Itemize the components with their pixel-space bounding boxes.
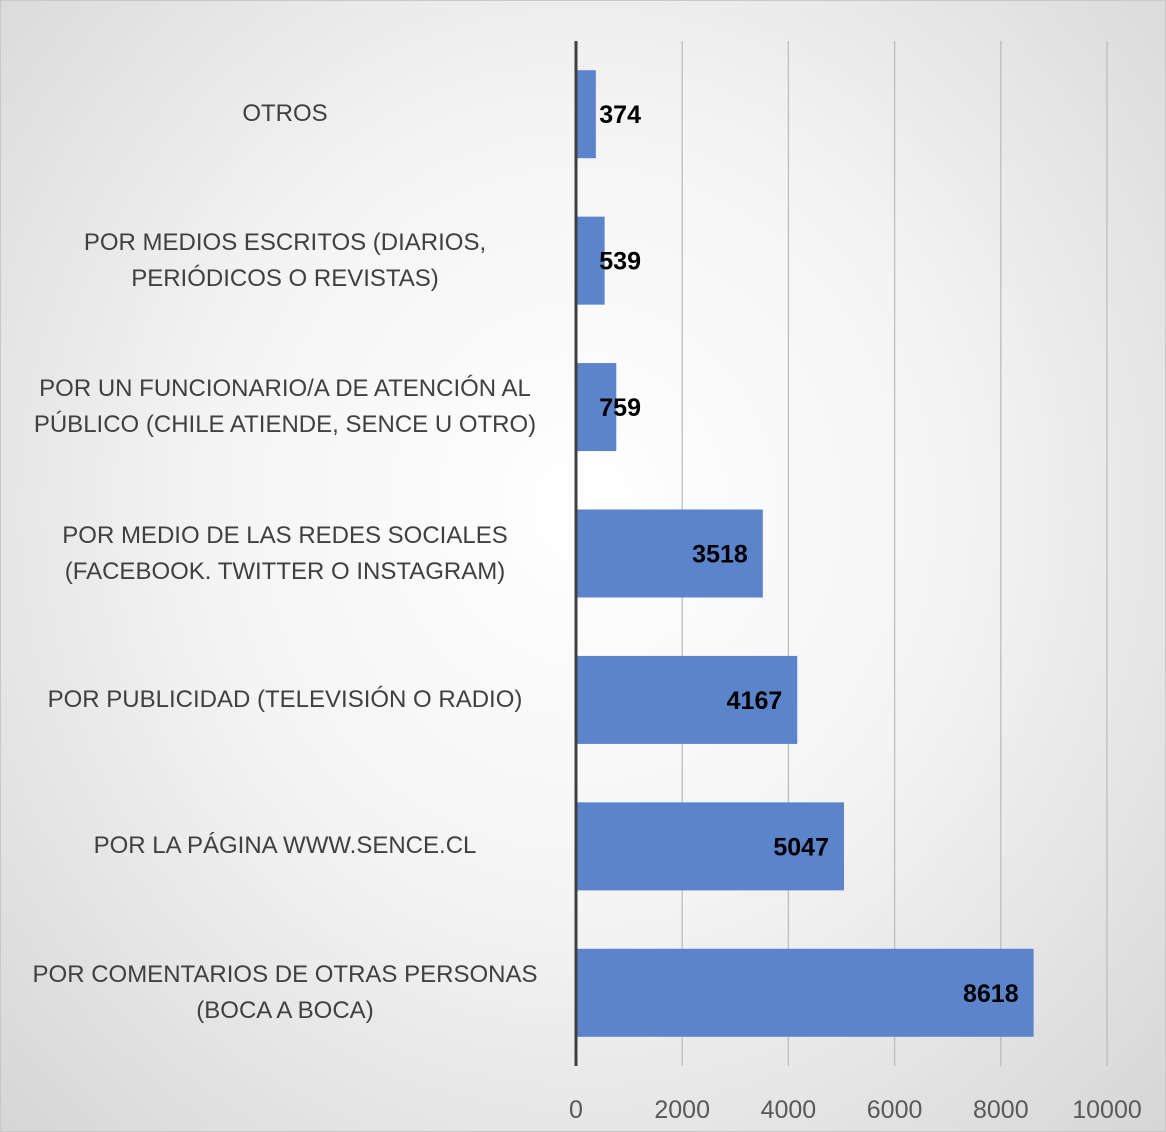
y-tick-label: POR PUBLICIDAD (TELEVISIÓN O RADIO) — [47, 685, 523, 713]
x-tick-label: 8000 — [973, 1096, 1029, 1124]
data-label: 5047 — [773, 833, 829, 861]
x-tick-label: 10000 — [1072, 1096, 1142, 1124]
data-label: 539 — [599, 248, 641, 276]
bar — [576, 216, 605, 305]
y-tick-label: OTROS — [242, 100, 328, 128]
x-tick-label: 6000 — [867, 1096, 923, 1124]
data-label: 3518 — [692, 541, 748, 569]
bar — [576, 655, 798, 744]
data-label: 4167 — [727, 687, 783, 715]
y-tick-label: POR LA PÁGINA WWW.SENCE.CL — [93, 832, 477, 860]
bar — [576, 948, 1034, 1037]
y-tick-label: POR MEDIO DE LAS REDES SOCIALES (FACEBOO… — [62, 521, 508, 585]
x-tick-label: 0 — [569, 1096, 583, 1124]
x-tick-label: 2000 — [654, 1096, 710, 1124]
data-label: 374 — [599, 101, 641, 129]
bar — [576, 70, 596, 159]
bar — [576, 509, 763, 598]
bar — [576, 802, 844, 891]
y-tick-label: POR MEDIOS ESCRITOS (DIARIOS, PERIÓDICOS… — [83, 228, 487, 292]
y-tick-label: POR UN FUNCIONARIO/A DE ATENCIÓN AL PÚBL… — [33, 375, 537, 439]
data-label: 8618 — [963, 980, 1019, 1008]
data-label: 759 — [599, 394, 641, 422]
y-tick-label: POR COMENTARIOS DE OTRAS PERSONAS (BOCA … — [32, 960, 538, 1024]
x-tick-label: 4000 — [761, 1096, 817, 1124]
bar — [576, 363, 617, 452]
